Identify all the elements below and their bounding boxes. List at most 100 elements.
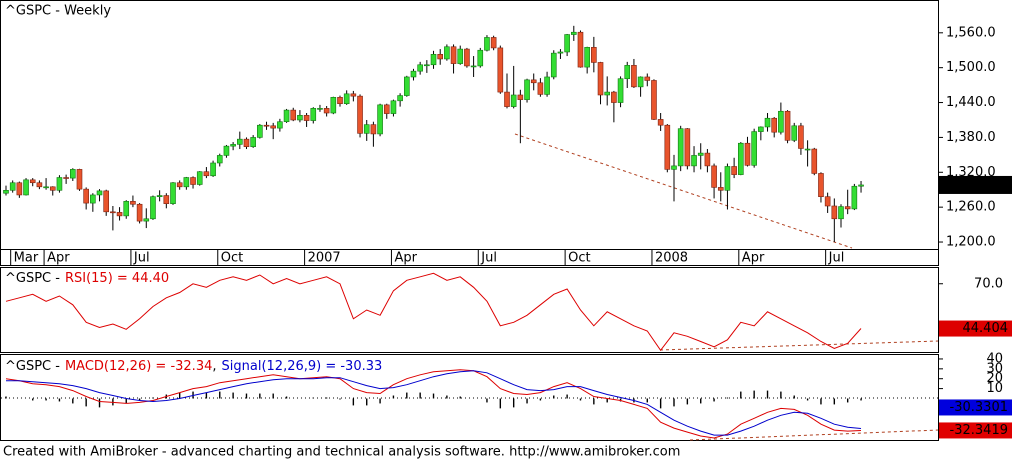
candle-body [243,138,250,148]
candle-body [277,121,283,129]
candle-body [170,182,176,204]
last-price-box [939,175,1012,194]
candle-body [798,125,804,149]
candle-body [824,196,831,207]
last-value-box [939,399,1012,416]
candle-body [711,165,717,188]
panel-prefix: ^GSPC - [5,359,60,374]
candle-body [270,125,277,129]
candle-body [63,177,69,179]
x-tick-label: Apr [742,251,765,266]
panel-prefix: ^GSPC - [5,271,60,286]
rsi-panel [0,267,939,353]
candle-body [383,104,390,114]
candle-body [758,126,764,132]
candle-body [370,124,377,135]
candle-body [490,37,497,49]
rsi-label: RSI(15) = 44.40 [65,271,169,286]
candle-body [297,115,303,121]
candle-body [36,182,43,188]
candle-body [697,152,704,156]
candle-body [403,76,410,96]
candle-body [631,65,637,88]
candle-body [23,179,29,196]
candle-body [604,91,611,96]
x-tick-label: Oct [221,251,243,266]
candle-body [724,166,731,191]
candle-body [223,145,230,156]
last-value-box [939,320,1012,337]
candle-body [190,177,196,185]
candle-body [771,117,778,133]
candle-body [804,148,811,151]
candle-body [263,124,270,127]
candle-body [196,171,203,185]
candle-body [851,185,858,210]
candle-body [570,31,577,35]
x-tick-label: Mar [14,251,39,266]
price-panel [0,0,939,266]
candle-body [657,119,664,126]
trend-line [689,429,939,441]
candle-body [337,97,343,105]
candle-body [56,177,63,191]
candle-body [530,79,537,84]
rsi-title: ^GSPC - RSI(15) = 44.40 [5,271,169,286]
x-tick-label: Apr [47,251,70,266]
last-value-label: -32.3419 [950,423,1008,438]
candle-body [83,188,89,204]
candle-body [691,155,697,167]
candle-body [96,190,103,196]
candle-body [524,79,530,100]
candle-body [831,205,838,220]
legend-separator: , [212,359,216,374]
indicator-line [6,370,862,436]
candle-body [350,93,357,97]
last-value-label: -30.3301 [950,400,1008,415]
y-tick-label: 1,380.0 [946,130,996,145]
candle-body [237,138,243,145]
candle-body [731,166,737,175]
candle-body [176,182,183,188]
candle-body [444,46,450,60]
candle-body [504,91,510,107]
candle-body [818,173,824,197]
indicator-line [5,369,862,439]
candle-body [577,31,584,68]
footer: Created with AmiBroker - advanced charti… [3,445,680,460]
candle-body [90,194,96,204]
candle-body [410,70,417,78]
trend-line [514,133,853,249]
candle-body [537,82,544,95]
candle-body [136,203,143,222]
candle-body [110,211,116,214]
y-tick-label: 1,200.0 [946,235,996,250]
macd-panel [0,354,939,441]
candle-body [203,171,210,177]
candle-body [323,108,330,114]
candle-body [116,212,123,217]
candle-body [591,47,597,63]
y-tick-label: 70.0 [974,276,1003,291]
candle-body [257,124,263,138]
candle-body [417,64,423,72]
x-tick-label: Jul [480,251,497,266]
macd-title: ^GSPC - MACD(12,26) = -32.34, Signal(12,26… [5,359,382,374]
y-tick-label: 10 [986,381,1003,396]
y-tick-label: 1,500.0 [946,60,996,75]
y-tick-label: 1,560.0 [946,25,996,40]
x-tick-label: 2007 [308,251,341,266]
candle-body [470,65,477,68]
candle-body [517,94,524,100]
candle-body [464,48,470,67]
candle-body [671,165,677,170]
candle-body [210,162,216,177]
candle-body [49,186,56,191]
candle-body [163,195,170,204]
candle-body [624,65,631,80]
candle-body [677,128,684,167]
candle-body [156,195,163,197]
candle-body [751,131,757,166]
y-tick-label: 1,440.0 [946,95,996,110]
legend-entry: Signal(12,26,9) = -30.33 [222,359,383,374]
